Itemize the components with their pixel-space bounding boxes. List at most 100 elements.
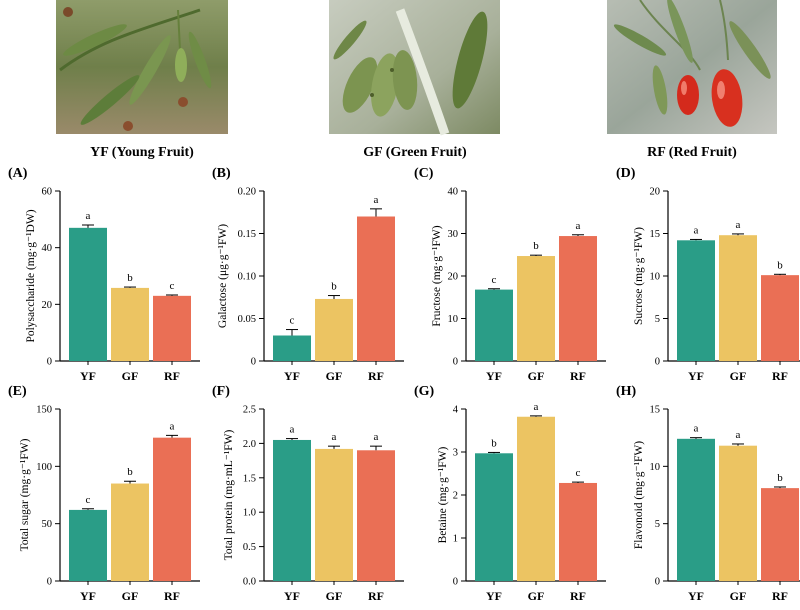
bar-yf xyxy=(475,453,513,581)
panel-label: (A) xyxy=(8,166,28,181)
photo-red-fruit xyxy=(607,0,777,134)
photo-caption-green-fruit: GF (Green Fruit) xyxy=(363,145,467,160)
category-label: YF xyxy=(80,369,96,383)
significance-letter: c xyxy=(86,494,91,506)
category-label: RF xyxy=(570,369,586,383)
category-label: YF xyxy=(486,369,502,383)
bar-rf xyxy=(357,216,395,361)
bar-rf xyxy=(153,437,191,581)
significance-letter: a xyxy=(534,401,539,413)
significance-letter: a xyxy=(332,431,337,443)
y-tick-label: 2 xyxy=(453,491,458,502)
significance-letter: b xyxy=(777,259,783,271)
significance-letter: b xyxy=(127,466,133,478)
chart-h: (H) 0 5 10 15 Flavonoid (mg·g⁻¹FW) a YF a GF b RF xyxy=(616,384,800,603)
significance-letter: b xyxy=(491,437,497,449)
y-tick-label: 0 xyxy=(453,577,458,588)
y-tick-label: 0.5 xyxy=(243,542,256,553)
y-tick-label: 20 xyxy=(42,300,53,311)
y-tick-label: 40 xyxy=(42,243,53,254)
category-label: GF xyxy=(528,369,545,383)
y-tick-label: 20 xyxy=(650,187,661,198)
y-tick-label: 0.20 xyxy=(238,187,256,198)
bar-yf xyxy=(273,335,311,361)
y-axis-label: Sucrose (mg·g⁻¹FW) xyxy=(633,227,645,325)
category-label: GF xyxy=(326,589,343,603)
bar-yf xyxy=(677,438,715,581)
bar-rf xyxy=(357,450,395,581)
y-axis-label: Flavonoid (mg·g⁻¹FW) xyxy=(633,441,645,549)
y-tick-label: 0 xyxy=(47,357,52,368)
photo-young-fruit xyxy=(56,0,228,134)
category-label: YF xyxy=(284,369,300,383)
y-tick-label: 1.5 xyxy=(243,473,256,484)
y-tick-label: 40 xyxy=(448,187,459,198)
category-label: YF xyxy=(80,589,96,603)
y-tick-label: 10 xyxy=(650,462,661,473)
significance-letter: a xyxy=(86,210,91,222)
bar-yf xyxy=(677,240,715,361)
bar-yf xyxy=(273,439,311,581)
bar-rf xyxy=(559,236,597,361)
panel-label: (D) xyxy=(616,166,636,181)
photo-green-fruit xyxy=(329,0,500,136)
significance-letter: c xyxy=(492,274,497,286)
y-tick-label: 60 xyxy=(42,187,53,198)
category-label: RF xyxy=(164,589,180,603)
significance-letter: a xyxy=(694,224,699,236)
significance-letter: a xyxy=(694,423,699,435)
bar-gf xyxy=(517,256,555,361)
panel-label: (E) xyxy=(8,384,27,399)
y-tick-label: 50 xyxy=(42,519,53,530)
panel-label: (B) xyxy=(212,166,231,181)
category-label: GF xyxy=(528,589,545,603)
category-label: YF xyxy=(284,589,300,603)
y-tick-label: 100 xyxy=(36,462,52,473)
bar-rf xyxy=(761,275,799,361)
category-label: GF xyxy=(730,369,747,383)
panel-label: (C) xyxy=(414,166,434,181)
y-tick-label: 0.0 xyxy=(243,577,256,588)
bar-yf xyxy=(69,227,107,361)
bar-gf xyxy=(719,235,757,361)
significance-letter: c xyxy=(576,467,581,479)
y-tick-label: 15 xyxy=(650,405,661,416)
y-axis-label: Betaine (mg·g⁻¹FW) xyxy=(437,446,449,543)
y-tick-label: 30 xyxy=(448,229,459,240)
bar-rf xyxy=(153,295,191,361)
significance-letter: a xyxy=(374,431,379,443)
y-tick-label: 2.5 xyxy=(243,405,256,416)
y-tick-label: 0.05 xyxy=(238,314,256,325)
significance-letter: c xyxy=(170,280,175,292)
photo-caption-red-fruit: RF (Red Fruit) xyxy=(647,145,737,160)
y-tick-label: 10 xyxy=(650,272,661,283)
y-tick-label: 0 xyxy=(655,577,660,588)
y-tick-label: 2.0 xyxy=(243,439,256,450)
chart-f: (F) 0.0 0.5 1.0 1.5 2.0 2.5 Total protein (mg·m… xyxy=(212,384,404,603)
significance-letter: b xyxy=(127,272,133,284)
significance-letter: a xyxy=(736,219,741,231)
chart-a: (A) 0 20 40 60 Polysaccharide (mg·g⁻¹DW) a YF b G… xyxy=(8,166,200,383)
bar-gf xyxy=(315,448,353,581)
y-tick-label: 5 xyxy=(655,519,660,530)
category-label: YF xyxy=(486,589,502,603)
y-tick-label: 10 xyxy=(448,314,459,325)
chart-b: (B) 0 0.05 0.10 0.15 0.20 Galactose (μg·g⁻¹FW)… xyxy=(212,166,404,383)
significance-letter: b xyxy=(533,240,539,252)
y-tick-label: 0 xyxy=(251,357,256,368)
category-label: GF xyxy=(326,369,343,383)
bar-gf xyxy=(719,445,757,581)
chart-c: (C) 0 10 20 30 40 Fructose (mg·g⁻¹FW) c YF b GF a RF xyxy=(414,166,606,383)
category-label: GF xyxy=(122,589,139,603)
y-tick-label: 0.10 xyxy=(238,272,256,283)
category-label: RF xyxy=(368,589,384,603)
category-label: GF xyxy=(730,589,747,603)
category-label: RF xyxy=(772,589,788,603)
significance-letter: c xyxy=(290,315,295,327)
y-axis-label: Total protein (mg·mL⁻¹FW) xyxy=(223,429,235,560)
significance-letter: a xyxy=(290,424,295,436)
bar-gf xyxy=(111,287,149,361)
photo-caption-young-fruit: YF (Young Fruit) xyxy=(90,145,194,160)
panel-label: (H) xyxy=(616,384,637,399)
